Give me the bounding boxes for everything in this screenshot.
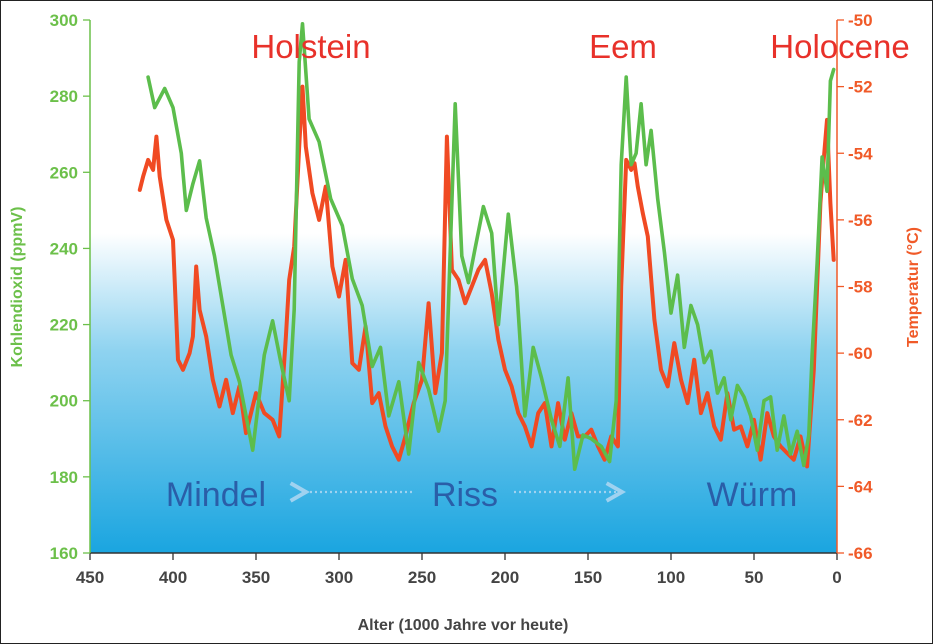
y-right-tick-label: -62 [848, 411, 873, 430]
y-left-tick-label: 240 [50, 239, 78, 258]
annotation-holstein: Holstein [251, 28, 370, 65]
x-tick-label: 450 [76, 568, 104, 587]
y-right-tick-label: -66 [848, 544, 873, 563]
y-right-tick-label: -64 [848, 477, 873, 496]
x-tick-label: 300 [325, 568, 353, 587]
x-tick-label: 200 [491, 568, 519, 587]
annotation-eem: Eem [589, 28, 657, 65]
y-left-tick-label: 180 [50, 468, 78, 487]
x-tick-label: 100 [657, 568, 685, 587]
annotation-mindel: Mindel [166, 476, 266, 514]
annotation-wurm: Würm [707, 476, 798, 514]
x-axis-title: Alter (1000 Jahre vor heute) [358, 617, 569, 634]
y-left-tick-label: 220 [50, 316, 78, 335]
x-tick-label: 150 [574, 568, 602, 587]
x-tick-label: 0 [832, 568, 841, 587]
y-left-tick-label: 160 [50, 544, 78, 563]
y-axis-left-title: Kohlendioxid (ppmV) [9, 207, 26, 368]
x-tick-label: 400 [159, 568, 187, 587]
y-right-tick-label: -54 [848, 144, 873, 163]
y-right-tick-label: -50 [848, 11, 873, 30]
x-tick-label: 250 [408, 568, 436, 587]
y-right-tick-label: -60 [848, 344, 873, 363]
annotation-riss: Riss [432, 476, 498, 514]
y-right-tick-label: -58 [848, 278, 873, 297]
co2-series-line [146, 22, 836, 471]
y-left-tick-label: 300 [50, 11, 78, 30]
x-tick-label: 350 [242, 568, 270, 587]
y-axis-right-title: Temperatur (°C) [905, 227, 922, 347]
y-right-tick-label: -52 [848, 78, 873, 97]
plot-background [90, 20, 837, 553]
y-left-tick-label: 280 [50, 87, 78, 106]
x-tick-label: 50 [745, 568, 764, 587]
y-right-tick-label: -56 [848, 211, 873, 230]
y-left-tick-label: 200 [50, 392, 78, 411]
annotation-holocene: Holocene [770, 28, 909, 65]
y-left-tick-label: 260 [50, 163, 78, 182]
